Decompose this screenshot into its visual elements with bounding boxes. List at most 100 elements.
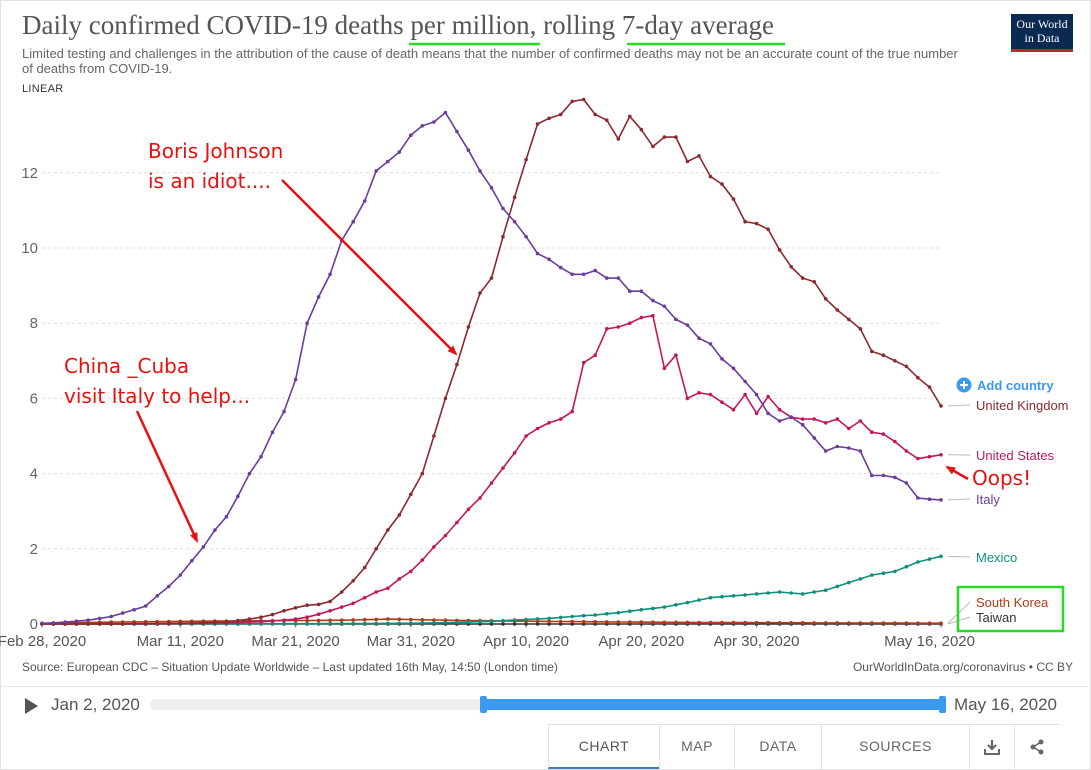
data-point-united-states xyxy=(524,434,528,438)
data-point-united-kingdom xyxy=(893,359,897,363)
data-point-united-states xyxy=(547,421,551,425)
data-point-united-states xyxy=(823,421,828,425)
data-point-mexico xyxy=(489,619,494,624)
data-point-united-states xyxy=(443,533,448,538)
data-point-united-states xyxy=(628,321,632,326)
series-label-italy[interactable]: Italy xyxy=(976,492,1000,507)
data-point-united-kingdom xyxy=(409,492,413,497)
data-point-united-states xyxy=(351,601,356,606)
annotation-boris-line2: is an idiot.... xyxy=(148,169,271,193)
tab-sources[interactable]: SOURCES xyxy=(821,725,969,769)
data-point-united-states xyxy=(282,618,286,622)
series-label-united-kingdom[interactable]: United Kingdom xyxy=(976,398,1069,413)
data-point-united-kingdom xyxy=(858,327,863,331)
y-tick-label: 0 xyxy=(30,616,38,633)
series-label-taiwan[interactable]: Taiwan xyxy=(976,610,1016,625)
data-point-mexico xyxy=(777,590,782,594)
data-point-italy xyxy=(674,317,678,322)
data-point-mexico xyxy=(616,610,621,615)
data-point-taiwan xyxy=(558,622,563,626)
data-point-united-kingdom xyxy=(731,197,736,201)
data-point-italy xyxy=(328,272,332,277)
data-point-united-kingdom xyxy=(881,353,886,358)
data-point-mexico xyxy=(362,621,367,626)
x-tick-label: Mar 21, 2020 xyxy=(251,633,339,650)
data-point-united-states xyxy=(893,439,897,444)
data-point-mexico xyxy=(870,573,874,577)
data-point-united-states xyxy=(259,619,263,624)
data-point-south-korea xyxy=(339,618,344,622)
owid-logo[interactable]: Our World in Data xyxy=(1011,14,1073,52)
data-point-united-kingdom xyxy=(213,620,217,625)
tab-bar: CHART MAP DATA SOURCES xyxy=(548,724,1059,769)
data-point-italy xyxy=(282,409,286,414)
data-point-mexico xyxy=(743,593,747,597)
tab-chart[interactable]: CHART xyxy=(548,725,659,769)
data-point-united-states xyxy=(409,569,413,574)
data-point-united-kingdom xyxy=(132,622,136,626)
data-point-mexico xyxy=(823,588,828,592)
series-label-united-states[interactable]: United States xyxy=(976,448,1055,463)
data-point-united-kingdom xyxy=(374,547,379,551)
data-point-italy xyxy=(893,475,897,480)
data-point-taiwan xyxy=(524,622,528,626)
data-point-united-states xyxy=(697,391,701,395)
data-point-south-korea xyxy=(374,617,379,622)
data-point-united-kingdom xyxy=(293,606,298,610)
scale-toggle[interactable]: LINEAR xyxy=(22,83,64,95)
data-point-united-kingdom xyxy=(397,513,402,517)
timeline-end-handle[interactable] xyxy=(939,696,946,713)
data-point-south-korea xyxy=(800,621,805,625)
data-point-mexico xyxy=(939,554,943,559)
data-point-united-kingdom xyxy=(74,622,79,626)
data-point-south-korea xyxy=(708,620,713,625)
data-point-italy xyxy=(904,481,909,485)
x-tick-label: Apr 30, 2020 xyxy=(714,633,800,650)
data-point-united-kingdom xyxy=(904,364,909,369)
y-tick-label: 10 xyxy=(21,240,38,257)
download-button[interactable] xyxy=(969,725,1014,769)
data-point-mexico xyxy=(651,606,655,611)
data-point-italy xyxy=(466,148,471,152)
data-point-italy xyxy=(777,419,782,423)
data-point-mexico xyxy=(605,612,609,616)
data-point-united-states xyxy=(432,545,436,549)
data-point-mexico xyxy=(708,595,713,600)
tab-data[interactable]: DATA xyxy=(734,725,821,769)
tab-map[interactable]: MAP xyxy=(659,725,734,769)
data-point-united-kingdom xyxy=(535,122,540,126)
data-point-italy xyxy=(858,449,863,453)
data-point-mexico xyxy=(397,621,402,626)
data-point-united-states xyxy=(720,400,724,405)
data-point-united-kingdom xyxy=(743,219,747,224)
timeline-start-label: Jan 2, 2020 xyxy=(51,695,140,714)
data-point-united-kingdom xyxy=(167,621,171,626)
owid-site-link[interactable]: OurWorldInData.org/coronavirus • CC BY xyxy=(852,660,1073,674)
data-point-italy xyxy=(97,616,102,621)
data-point-south-korea xyxy=(720,620,724,625)
data-point-mexico xyxy=(432,621,436,625)
data-point-united-kingdom xyxy=(432,434,436,438)
annotation-boris-line1: Boris Johnson xyxy=(148,139,283,163)
share-button[interactable] xyxy=(1014,725,1059,769)
timeline-start-handle[interactable] xyxy=(480,696,487,713)
series-label-south-korea[interactable]: South Korea xyxy=(976,595,1049,610)
series-label-mexico[interactable]: Mexico xyxy=(976,550,1017,565)
x-tick-label: Mar 31, 2020 xyxy=(367,633,455,650)
y-tick-label: 6 xyxy=(30,390,38,407)
data-point-italy xyxy=(409,133,413,137)
data-point-mexico xyxy=(858,577,863,581)
data-point-united-states xyxy=(605,327,609,331)
data-point-south-korea xyxy=(766,620,770,625)
data-point-south-korea xyxy=(558,619,563,624)
data-point-united-kingdom xyxy=(190,621,194,625)
series-line-mexico[interactable] xyxy=(42,555,942,625)
play-icon[interactable] xyxy=(25,698,38,714)
data-point-united-states xyxy=(766,394,770,399)
x-tick-label: Apr 20, 2020 xyxy=(598,633,684,650)
data-point-united-states xyxy=(616,325,621,329)
data-point-south-korea xyxy=(743,620,747,625)
add-country-button[interactable]: Add country xyxy=(956,377,1055,394)
data-point-mexico xyxy=(558,615,563,620)
data-point-united-kingdom xyxy=(674,135,678,139)
